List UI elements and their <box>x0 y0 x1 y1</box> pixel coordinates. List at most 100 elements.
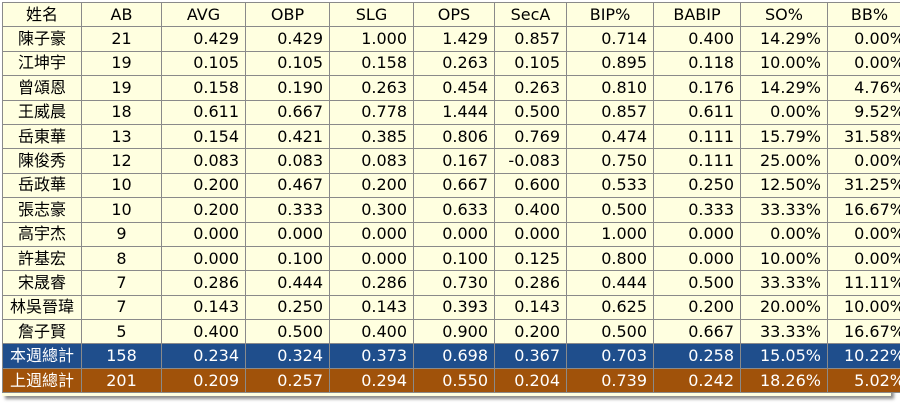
cell-bb: 0.00% <box>827 26 900 52</box>
cell-avg: 0.209 <box>161 367 246 394</box>
cell-so: 18.26% <box>740 367 828 394</box>
cell-player-name: 陳俊秀 <box>2 148 82 174</box>
table-row: 許基宏 8 0.000 0.100 0.000 0.100 0.125 0.800 0.000 1… <box>2 245 900 272</box>
cell-bip: 0.714 <box>566 26 654 52</box>
table-row: 詹子賢 5 0.400 0.500 0.400 0.900 0.200 0.500 0.667 3… <box>2 319 900 345</box>
cell-player-name: 岳東華 <box>2 123 82 150</box>
cell-slg: 0.294 <box>329 367 414 394</box>
cell-ab: 9 <box>81 221 162 247</box>
col-header-so: SO% <box>740 1 828 28</box>
col-header-bip: BIP% <box>566 1 654 28</box>
cell-avg: 0.611 <box>161 99 246 125</box>
table-row: 江坤宇 19 0.105 0.105 0.158 0.263 0.105 0.895 0.118… <box>2 50 900 77</box>
cell-obp: 0.105 <box>245 50 330 77</box>
cell-slg: 0.143 <box>329 294 414 321</box>
cell-so: 15.79% <box>740 123 828 150</box>
cell-babip: 0.667 <box>653 319 741 345</box>
cell-ops: 0.167 <box>413 148 495 174</box>
cell-slg: 0.263 <box>329 75 414 101</box>
cell-bb: 9.52% <box>827 99 900 125</box>
cell-babip: 0.111 <box>653 123 741 150</box>
cell-ab: 13 <box>81 123 162 150</box>
cell-bip: 0.739 <box>566 367 654 394</box>
cell-obp: 0.421 <box>245 123 330 150</box>
cell-ab: 10 <box>81 172 162 199</box>
cell-obp: 0.190 <box>245 75 330 101</box>
cell-bip: 0.625 <box>566 294 654 321</box>
cell-avg: 0.083 <box>161 148 246 174</box>
cell-babip: 0.333 <box>653 197 741 223</box>
cell-avg: 0.105 <box>161 50 246 77</box>
cell-so: 10.00% <box>740 50 828 77</box>
cell-ab: 10 <box>81 197 162 223</box>
cell-ab: 201 <box>81 367 162 394</box>
cell-babip: 0.500 <box>653 270 741 296</box>
cell-bip: 0.800 <box>566 245 654 272</box>
batting-stats-table: 姓名 AB AVG OBP SLG OPS SecA BIP% BABIP SO… <box>2 1 900 394</box>
cell-slg: 0.400 <box>329 319 414 345</box>
cell-obp: 0.429 <box>245 26 330 52</box>
cell-bip: 0.750 <box>566 148 654 174</box>
cell-babip: 0.176 <box>653 75 741 101</box>
cell-seca: 0.600 <box>494 172 567 199</box>
cell-ab: 21 <box>81 26 162 52</box>
cell-babip: 0.118 <box>653 50 741 77</box>
cell-avg: 0.234 <box>161 343 246 369</box>
cell-bb: 4.76% <box>827 75 900 101</box>
cell-avg: 0.143 <box>161 294 246 321</box>
cell-obp: 0.250 <box>245 294 330 321</box>
cell-avg: 0.000 <box>161 221 246 247</box>
cell-ab: 18 <box>81 99 162 125</box>
cell-slg: 0.083 <box>329 148 414 174</box>
col-header-slg: SLG <box>329 1 414 28</box>
cell-ops: 0.100 <box>413 245 495 272</box>
cell-player-name: 許基宏 <box>2 245 82 272</box>
cell-so: 15.05% <box>740 343 828 369</box>
cell-seca: 0.857 <box>494 26 567 52</box>
cell-babip: 0.200 <box>653 294 741 321</box>
cell-bb: 0.00% <box>827 245 900 272</box>
cell-avg: 0.429 <box>161 26 246 52</box>
col-header-avg: AVG <box>161 1 246 28</box>
header-row: 姓名 AB AVG OBP SLG OPS SecA BIP% BABIP SO… <box>2 1 900 28</box>
cell-avg: 0.000 <box>161 245 246 272</box>
cell-ops: 0.633 <box>413 197 495 223</box>
cell-bip: 0.533 <box>566 172 654 199</box>
cell-slg: 1.000 <box>329 26 414 52</box>
col-header-name: 姓名 <box>2 1 82 28</box>
cell-bip: 0.895 <box>566 50 654 77</box>
cell-so: 33.33% <box>740 319 828 345</box>
cell-obp: 0.100 <box>245 245 330 272</box>
cell-slg: 0.373 <box>329 343 414 369</box>
cell-so: 10.00% <box>740 245 828 272</box>
cell-ab: 7 <box>81 270 162 296</box>
cell-ab: 12 <box>81 148 162 174</box>
cell-player-name: 林吳晉瑋 <box>2 294 82 321</box>
cell-so: 33.33% <box>740 197 828 223</box>
cell-ab: 19 <box>81 75 162 101</box>
col-header-babip: BABIP <box>653 1 741 28</box>
cell-ops: 0.454 <box>413 75 495 101</box>
cell-slg: 0.778 <box>329 99 414 125</box>
cell-babip: 0.258 <box>653 343 741 369</box>
cell-ops: 1.444 <box>413 99 495 125</box>
cell-bb: 10.00% <box>827 294 900 321</box>
cell-ops: 0.550 <box>413 367 495 394</box>
cell-player-name: 張志豪 <box>2 197 82 223</box>
cell-obp: 0.000 <box>245 221 330 247</box>
cell-slg: 0.158 <box>329 50 414 77</box>
cell-babip: 0.000 <box>653 221 741 247</box>
cell-player-name: 曾頌恩 <box>2 75 82 101</box>
col-header-obp: OBP <box>245 1 330 28</box>
cell-bip: 0.444 <box>566 270 654 296</box>
cell-obp: 0.467 <box>245 172 330 199</box>
cell-ops: 1.429 <box>413 26 495 52</box>
cell-ab: 7 <box>81 294 162 321</box>
col-header-seca: SecA <box>494 1 567 28</box>
cell-bb: 5.02% <box>827 367 900 394</box>
cell-so: 20.00% <box>740 294 828 321</box>
cell-so: 14.29% <box>740 75 828 101</box>
cell-ab: 19 <box>81 50 162 77</box>
cell-bip: 1.000 <box>566 221 654 247</box>
cell-ab: 158 <box>81 343 162 369</box>
